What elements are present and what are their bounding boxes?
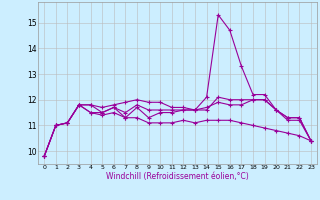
X-axis label: Windchill (Refroidissement éolien,°C): Windchill (Refroidissement éolien,°C) <box>106 172 249 181</box>
